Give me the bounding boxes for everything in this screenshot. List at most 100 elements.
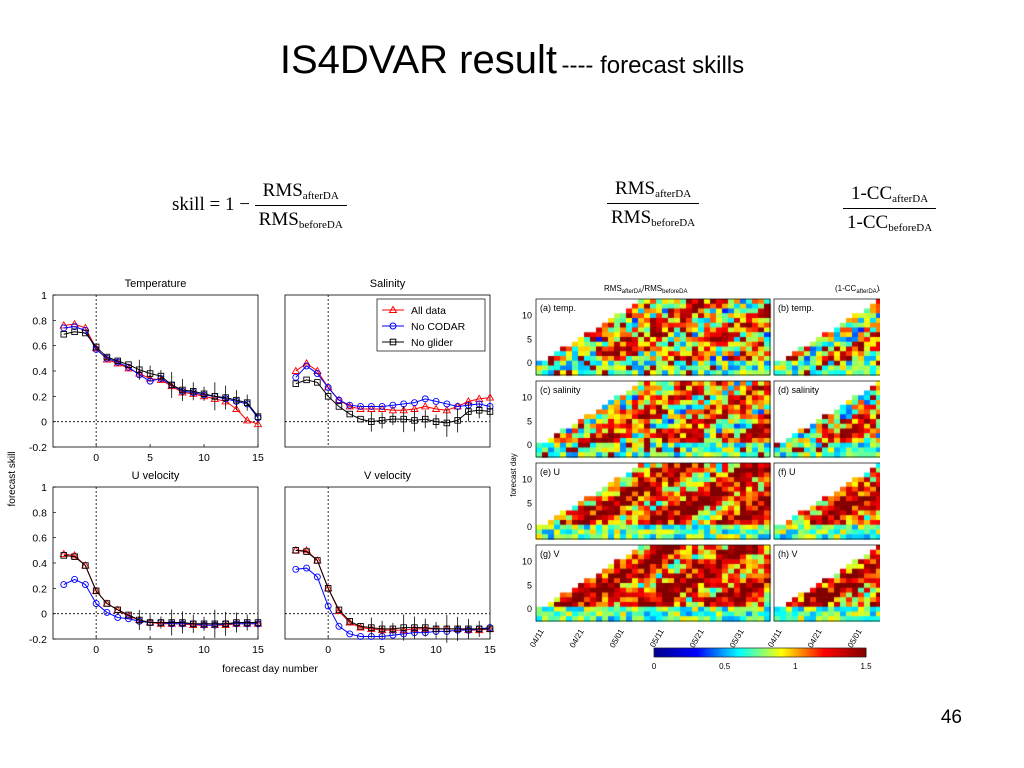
data-point — [346, 630, 354, 638]
data-point — [222, 394, 229, 401]
col-title-part: )/(1-CC — [877, 284, 880, 293]
data-point — [485, 393, 495, 401]
data-point — [346, 618, 353, 625]
data-point — [400, 624, 407, 631]
data-point — [136, 366, 143, 373]
data-point — [357, 415, 364, 423]
data-point — [92, 600, 100, 607]
series-line — [295, 365, 491, 407]
cc-num-sub: afterDA — [892, 193, 929, 205]
data-point — [125, 361, 132, 368]
data-point — [71, 553, 78, 560]
heatmap-y-tick: 0 — [527, 522, 532, 532]
data-point — [190, 620, 197, 628]
data-point — [422, 624, 429, 631]
col-title-sub: afterDA — [856, 289, 876, 295]
data-point — [211, 393, 219, 400]
x-tick-label: 10 — [430, 644, 442, 656]
heatmap-x-tick: 05/31 — [728, 627, 746, 649]
x-tick-label: 10 — [198, 644, 210, 656]
heatmap-y-tick: 10 — [522, 475, 532, 485]
data-point — [92, 587, 100, 595]
colorbar-frame — [653, 647, 867, 658]
colorbar-tick: 0.5 — [719, 662, 731, 671]
col-title-part: /RMS — [642, 284, 662, 293]
heatmap-y-tick: 10 — [522, 393, 532, 403]
heatmap-y-tick: 0 — [527, 440, 532, 450]
plot-frame — [52, 294, 259, 448]
heatmap-panel-frame — [535, 544, 771, 622]
data-point — [377, 404, 387, 412]
col-title-part: RMS — [604, 284, 622, 293]
data-point — [335, 396, 343, 404]
heatmap-panel-label: (a) temp. — [540, 303, 576, 313]
x-tick-label: 0 — [93, 452, 99, 464]
heatmap-x-tick: 04/21 — [806, 627, 824, 649]
data-point — [323, 383, 333, 391]
data-point — [92, 343, 100, 351]
skill-num-sub: afterDA — [302, 190, 339, 202]
data-point — [368, 624, 375, 631]
cc-num: 1-CC — [850, 183, 893, 204]
heatmap-y-tick: 5 — [527, 580, 532, 590]
heatmap-x-tick: 05/01 — [846, 627, 864, 649]
data-point — [103, 353, 111, 361]
data-point — [486, 408, 494, 415]
x-tick-label: 5 — [147, 452, 153, 464]
data-point — [420, 402, 430, 410]
data-point — [71, 328, 78, 335]
data-point — [411, 399, 418, 407]
y-tick-label: 0.8 — [32, 315, 47, 327]
x-tick-label: 0 — [93, 644, 99, 656]
page-number: 46 — [940, 707, 962, 728]
data-point — [335, 606, 343, 614]
heatmap-panel-label: (e) U — [540, 467, 560, 477]
data-point — [179, 386, 186, 394]
data-point — [232, 404, 241, 412]
heatmap-panel-label: (g) V — [540, 549, 560, 559]
data-point — [60, 552, 68, 559]
data-point — [411, 417, 418, 424]
data-point — [431, 404, 441, 412]
heatmap-figure: (a) temp. 10 5 0 (b) temp. (c) salinity 10 5 0 (d… — [510, 275, 880, 675]
heatmap-y-tick: 0 — [527, 358, 532, 368]
chart-title: Temperature — [125, 278, 187, 290]
data-point — [211, 620, 219, 628]
heatmap-y-tick: 10 — [522, 311, 532, 321]
heatmap-panel-frame — [773, 544, 880, 622]
cc-den: 1-CC — [847, 212, 889, 233]
data-point — [389, 625, 397, 633]
data-point — [292, 565, 300, 573]
data-point — [465, 408, 472, 415]
y-tick-label: 0 — [41, 609, 47, 621]
heatmap-x-tick: 05/01 — [608, 627, 626, 649]
data-point — [291, 366, 301, 374]
data-point — [345, 402, 355, 410]
data-point — [146, 370, 154, 377]
data-point — [389, 415, 397, 423]
legend-entry: No glider — [411, 337, 454, 349]
title-sub: ---- forecast skills — [561, 52, 745, 79]
heatmap-y-tick: 10 — [522, 557, 532, 567]
skill-num: RMS — [262, 180, 303, 201]
data-point — [157, 619, 165, 626]
heatmap-panel-frame — [535, 380, 771, 458]
x-tick-label: 15 — [252, 452, 264, 464]
x-tick-label: 5 — [147, 644, 153, 656]
skill-den-sub: beforeDA — [298, 219, 343, 231]
legend-entry: All data — [411, 305, 446, 317]
data-point — [292, 373, 300, 381]
heatmap-x-tick: 05/11 — [648, 627, 666, 649]
data-point — [400, 415, 407, 423]
data-point — [454, 625, 461, 633]
data-point — [324, 384, 332, 391]
data-point — [157, 372, 165, 380]
data-point — [81, 581, 89, 588]
data-point — [378, 417, 386, 424]
y-tick-label: -0.2 — [29, 442, 47, 454]
x-tick-label: 10 — [198, 452, 210, 464]
cc-den-sub: beforeDA — [888, 222, 933, 234]
skill-lhs: skill = 1 − — [172, 193, 250, 215]
data-point — [389, 401, 397, 409]
data-point — [356, 623, 365, 631]
